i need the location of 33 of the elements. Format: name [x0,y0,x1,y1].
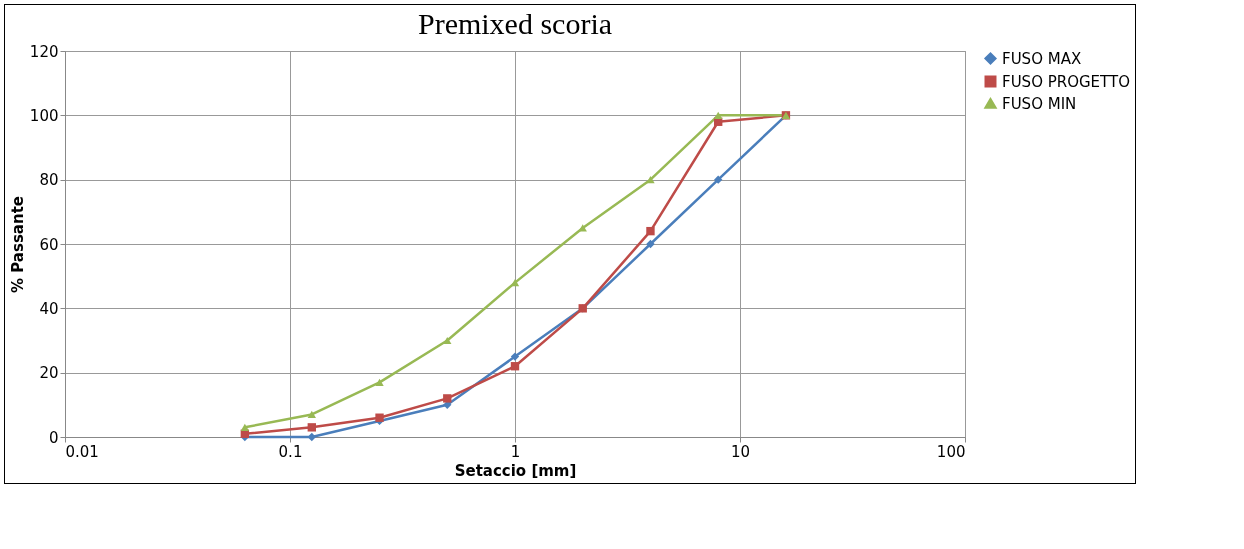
legend-label: FUSO MAX [1002,49,1082,68]
point [443,394,452,403]
point [646,239,655,249]
y-tick-label: 40 [39,299,59,318]
point [307,432,316,442]
x-tick-label: 0.1 [278,442,303,461]
chart-title: Premixed scoria [417,7,613,40]
x-tick-label: 0.01 [65,442,99,461]
point [714,175,723,184]
x-tick-label: 100 [936,442,966,461]
y-tick-label: 100 [29,106,59,125]
point [240,423,250,431]
y-tick-label: 60 [39,235,59,254]
point [375,413,384,422]
point [307,410,316,419]
y-tick-label: 0 [48,428,59,447]
y-tick-label: 80 [39,171,59,190]
x-axis-title: Setaccio [mm] [454,461,577,480]
y-tick-label: 120 [29,42,59,61]
point [714,111,723,119]
point [375,378,384,386]
y-tick-label: 20 [39,364,59,383]
point [510,362,520,371]
legend-label: FUSO MIN [1002,94,1077,113]
x-tick-label: 10 [730,442,751,461]
point [510,352,520,361]
point [646,176,655,184]
x-tick-label: 1 [510,442,521,461]
point [443,336,452,345]
y-axis-title: % Passante [8,196,27,293]
point [307,423,316,432]
point [646,226,655,236]
legend-label: FUSO PROGETTO [1002,72,1130,91]
